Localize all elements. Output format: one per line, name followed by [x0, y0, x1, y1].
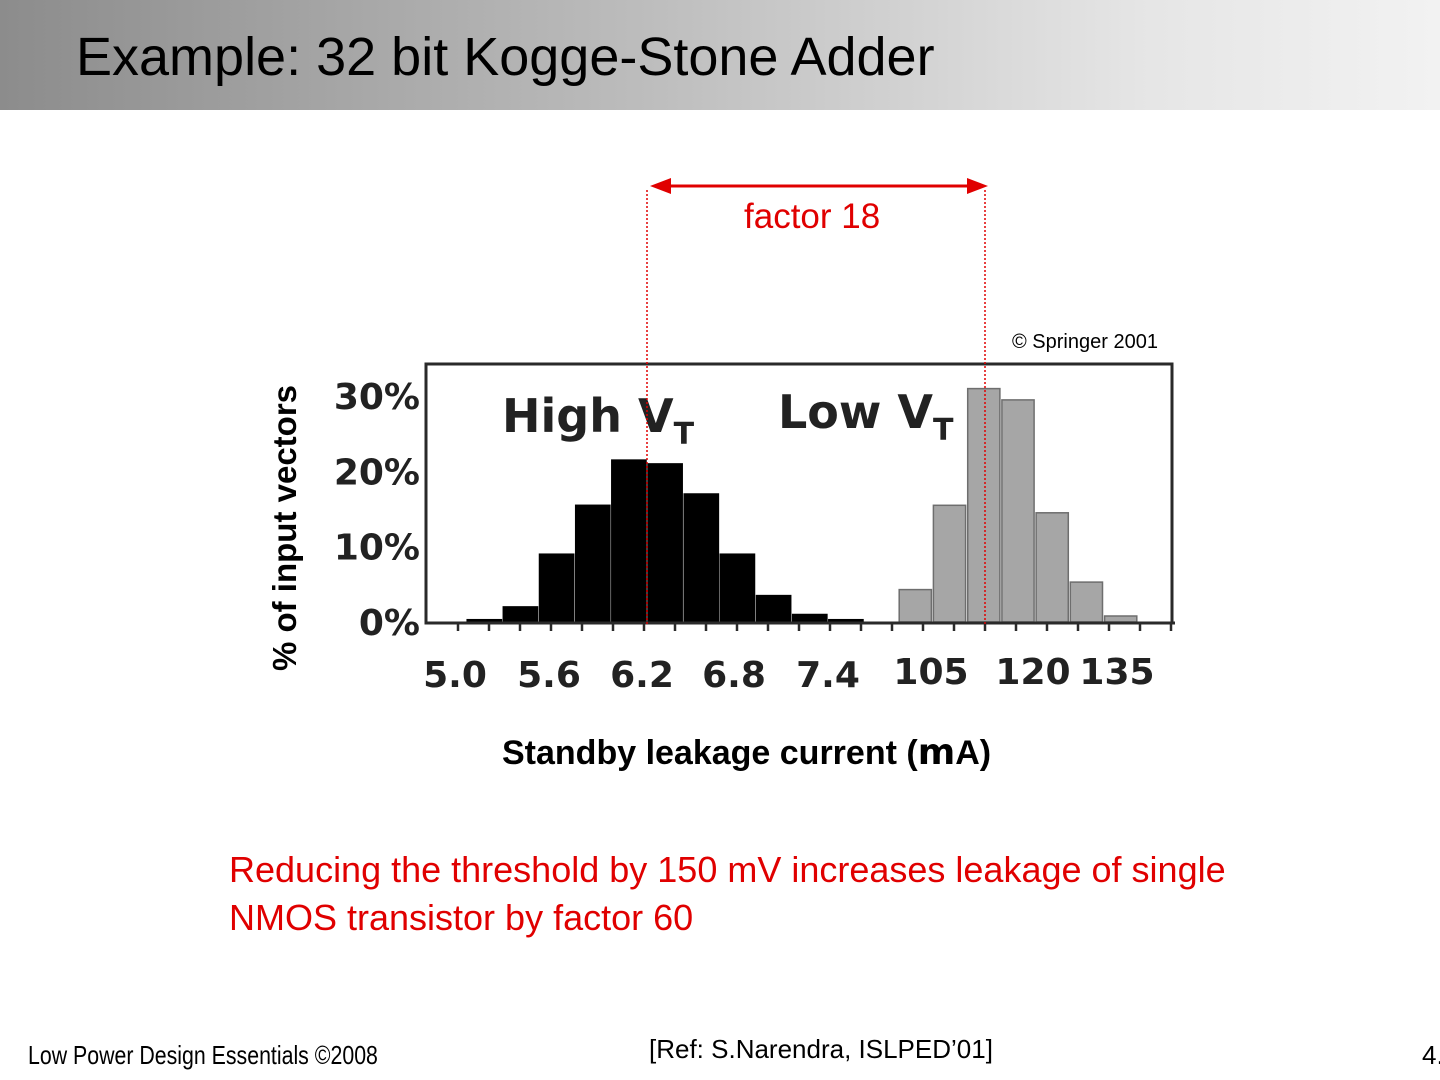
y-axis-label: % of input vectors: [266, 384, 303, 672]
footer-page-number: 4.: [1422, 1040, 1440, 1070]
y-tick-label: 30%: [334, 377, 420, 418]
x-tick-label: 6.8: [702, 655, 766, 696]
factor-arrowhead-right: [967, 178, 988, 194]
x-tick-labels: 5.0 5.6 6.2 6.8 7.4 105 120 135: [423, 652, 1154, 696]
high-vt-bar: [611, 459, 647, 623]
x-axis-label-suffix: A): [955, 734, 992, 772]
x-tick-label: 5.0: [423, 655, 487, 696]
high-vt-bar: [755, 594, 792, 623]
low-vt-bar: [1035, 512, 1070, 623]
high-vt-bar: [574, 504, 611, 623]
x-tick-label: 6.2: [610, 655, 674, 696]
copyright-notice: © Springer 2001: [1012, 331, 1158, 353]
series-label-low-vt: Low VT: [778, 385, 954, 448]
low-vt-bar: [1001, 399, 1035, 623]
slide-title: Example: 32 bit Kogge-Stone Adder: [76, 27, 935, 87]
x-tick-label: 105: [893, 652, 968, 693]
y-tick-label: 0%: [359, 603, 420, 644]
footer-course-title: Low Power Design Essentials ©2008: [28, 1040, 378, 1070]
x-axis-label: Standby leakage current (mA): [502, 732, 991, 773]
axis-layer: [426, 621, 1175, 631]
factor-arrowhead-left: [650, 178, 671, 194]
high-vt-bar: [719, 553, 756, 623]
low-vt-bar: [1103, 615, 1138, 623]
x-tick-label: 135: [1079, 652, 1154, 693]
low-vt-bar: [1069, 581, 1104, 623]
low-vt-bar: [932, 504, 967, 623]
bars-layer: [466, 387, 1138, 623]
y-tick-label: 20%: [334, 452, 420, 493]
high-vt-bar: [647, 463, 683, 623]
high-vt-bar: [791, 613, 828, 623]
conclusion-note: Reducing the threshold by 150 mV increas…: [229, 849, 1226, 938]
x-axis-label-unit: m: [917, 732, 956, 773]
high-vt-bar: [538, 553, 575, 623]
x-tick-label: 5.6: [517, 655, 581, 696]
series-label-high-vt: High VT: [502, 389, 695, 452]
high-vt-bar: [683, 493, 720, 623]
title-bar: Example: 32 bit Kogge-Stone Adder: [0, 0, 1440, 110]
factor-label: factor 18: [744, 197, 881, 236]
x-tick-label: 120: [995, 652, 1070, 693]
x-axis-label-prefix: Standby leakage current (: [502, 734, 918, 772]
y-tick-label: 10%: [334, 528, 420, 569]
low-vt-bar: [898, 588, 933, 623]
footer-reference: [Ref: S.Narendra, ISLPED’01]: [649, 1034, 993, 1064]
low-vt-bar: [966, 387, 1001, 623]
y-tick-labels: 30% 20% 10% 0%: [334, 377, 420, 644]
x-tick-label: 7.4: [796, 655, 860, 696]
high-vt-bar: [502, 606, 539, 623]
